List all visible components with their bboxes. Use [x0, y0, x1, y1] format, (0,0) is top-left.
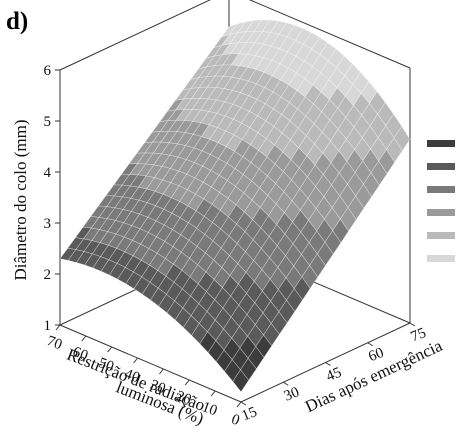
x-tick-mark: [210, 390, 216, 397]
x-tick-label: 20: [174, 388, 194, 408]
x-tick-label: 60: [70, 344, 90, 364]
x-tick-label: 0: [229, 411, 242, 429]
x-tick-label: 40: [122, 366, 142, 386]
z-tick-label: 1: [44, 318, 52, 334]
surface-plot: [59, 19, 411, 393]
y-tick-mark: [325, 362, 331, 366]
legend-swatch: [427, 209, 455, 216]
x-tick-label: 70: [45, 333, 65, 353]
y-tick-mark: [409, 322, 416, 327]
box-edge: [248, 0, 411, 69]
y-tick-mark: [367, 342, 374, 347]
x-tick-label: 50: [96, 355, 116, 375]
z-axis-label: Diâmetro do colo (mm): [11, 120, 30, 281]
panel-label: d): [6, 8, 29, 35]
legend-swatch: [427, 232, 455, 239]
x-tick-mark: [184, 379, 190, 386]
x-tick-mark: [159, 368, 164, 375]
surface-patch: [301, 264, 319, 290]
box-edge: [59, 0, 211, 71]
y-tick-label: 60: [366, 345, 386, 365]
x-tick-label: 30: [148, 377, 168, 397]
y-axis-ticks: 15 30 45 60 75: [240, 322, 429, 425]
y-tick-label: 30: [282, 384, 302, 404]
y-tick-mark: [240, 401, 247, 406]
x-tick-mark: [236, 401, 242, 408]
surface-patch: [378, 148, 395, 175]
z-tick-label: 6: [44, 63, 52, 79]
x-tick-mark: [81, 335, 87, 342]
surface-patch: [363, 172, 380, 198]
y-tick-label: 45: [324, 365, 344, 385]
z-tick-label: 3: [44, 216, 52, 232]
x-tick-mark: [55, 324, 61, 331]
surface-patch: [232, 369, 250, 393]
x-tick-mark: [107, 346, 113, 353]
legend-swatch: [427, 186, 455, 193]
surface-patch: [324, 230, 342, 255]
legend-swatch: [427, 255, 455, 262]
z-tick-label: 5: [44, 114, 52, 130]
z-tick-label: 4: [44, 165, 52, 181]
x-tick-label: 10: [200, 399, 220, 419]
y-tick-label: 75: [409, 325, 429, 345]
z-tick-label: 2: [44, 267, 52, 283]
legend: [427, 140, 455, 262]
x-tick-mark: [133, 357, 138, 364]
surface-patch: [255, 334, 273, 358]
y-tick-label: 15: [240, 404, 260, 424]
z-axis-ticks: 1 2 3 4 5 6: [44, 63, 60, 334]
legend-swatch: [427, 140, 455, 147]
legend-swatch: [427, 163, 455, 170]
box-edge: [59, 324, 242, 403]
y-tick-mark: [282, 381, 289, 386]
